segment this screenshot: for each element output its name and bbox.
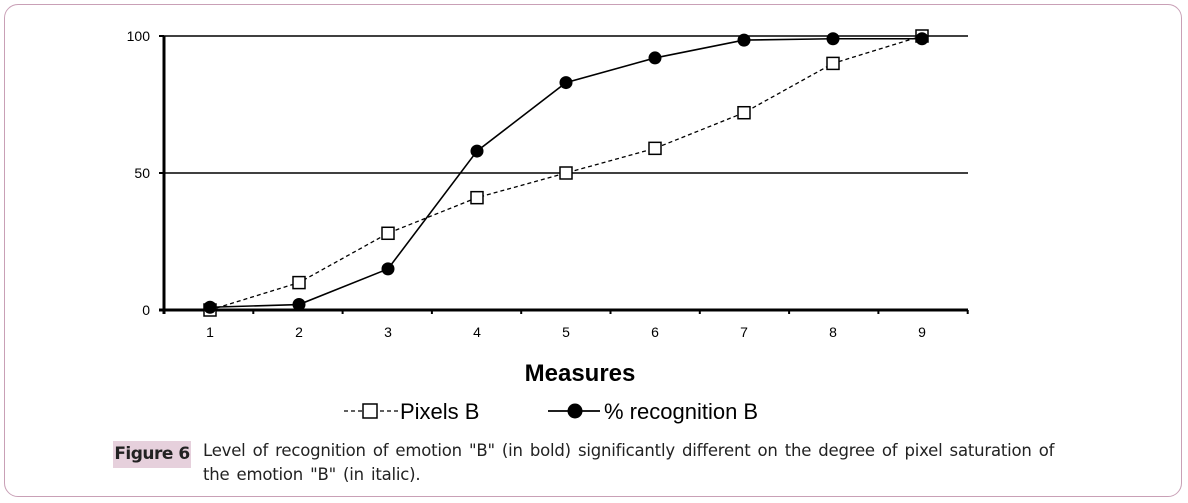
data-point-pixels-b: [737, 105, 751, 120]
data-point-recognition-b: [203, 300, 217, 314]
legend-label-recognition-b: % recognition B: [604, 399, 758, 424]
y-tick-label: 50: [134, 165, 150, 181]
y-tick-label: 100: [127, 28, 151, 44]
data-point-pixels-b: [826, 56, 840, 71]
x-tick-label: 5: [562, 324, 570, 340]
data-point-pixels-b: [470, 190, 484, 205]
y-tick-label: 0: [142, 302, 150, 318]
data-point-recognition-b: [559, 76, 573, 90]
x-tick-label: 3: [384, 324, 392, 340]
x-tick-label: 9: [918, 324, 926, 340]
figure-label: Figure 6: [113, 441, 191, 468]
data-point-recognition-b: [915, 32, 929, 46]
x-axis-title: Measures: [525, 360, 636, 387]
legend-label-pixels-b: Pixels B: [400, 399, 479, 424]
x-tick-label: 4: [473, 324, 481, 340]
legend-marker-recognition-b: [567, 403, 583, 419]
data-point-pixels-b: [559, 166, 573, 180]
x-tick-label: 7: [740, 324, 748, 340]
series-line-pixels-b: [209, 35, 923, 311]
data-point-pixels-b: [292, 275, 306, 290]
data-point-recognition-b: [737, 33, 751, 47]
data-point-recognition-b: [292, 298, 306, 312]
figure-frame: [4, 4, 1182, 497]
data-point-recognition-b: [381, 262, 395, 276]
figure-caption: Level of recognition of emotion "B" (in …: [203, 441, 1055, 484]
data-point-recognition-b: [648, 51, 662, 65]
x-tick-label: 8: [829, 324, 837, 340]
data-point-pixels-b: [381, 226, 395, 241]
legend-marker-pixels-b: [362, 403, 378, 419]
x-tick-label: 6: [651, 324, 659, 340]
line-chart: 0 50 100 1 2 3 4 5 6 7 8 9 Measures Pixels B % recogni…: [127, 28, 969, 424]
data-point-recognition-b: [470, 144, 484, 158]
x-tick-label: 1: [206, 324, 214, 340]
data-point-pixels-b: [648, 141, 662, 156]
x-tick-label: 2: [295, 324, 303, 340]
data-point-recognition-b: [826, 32, 840, 46]
